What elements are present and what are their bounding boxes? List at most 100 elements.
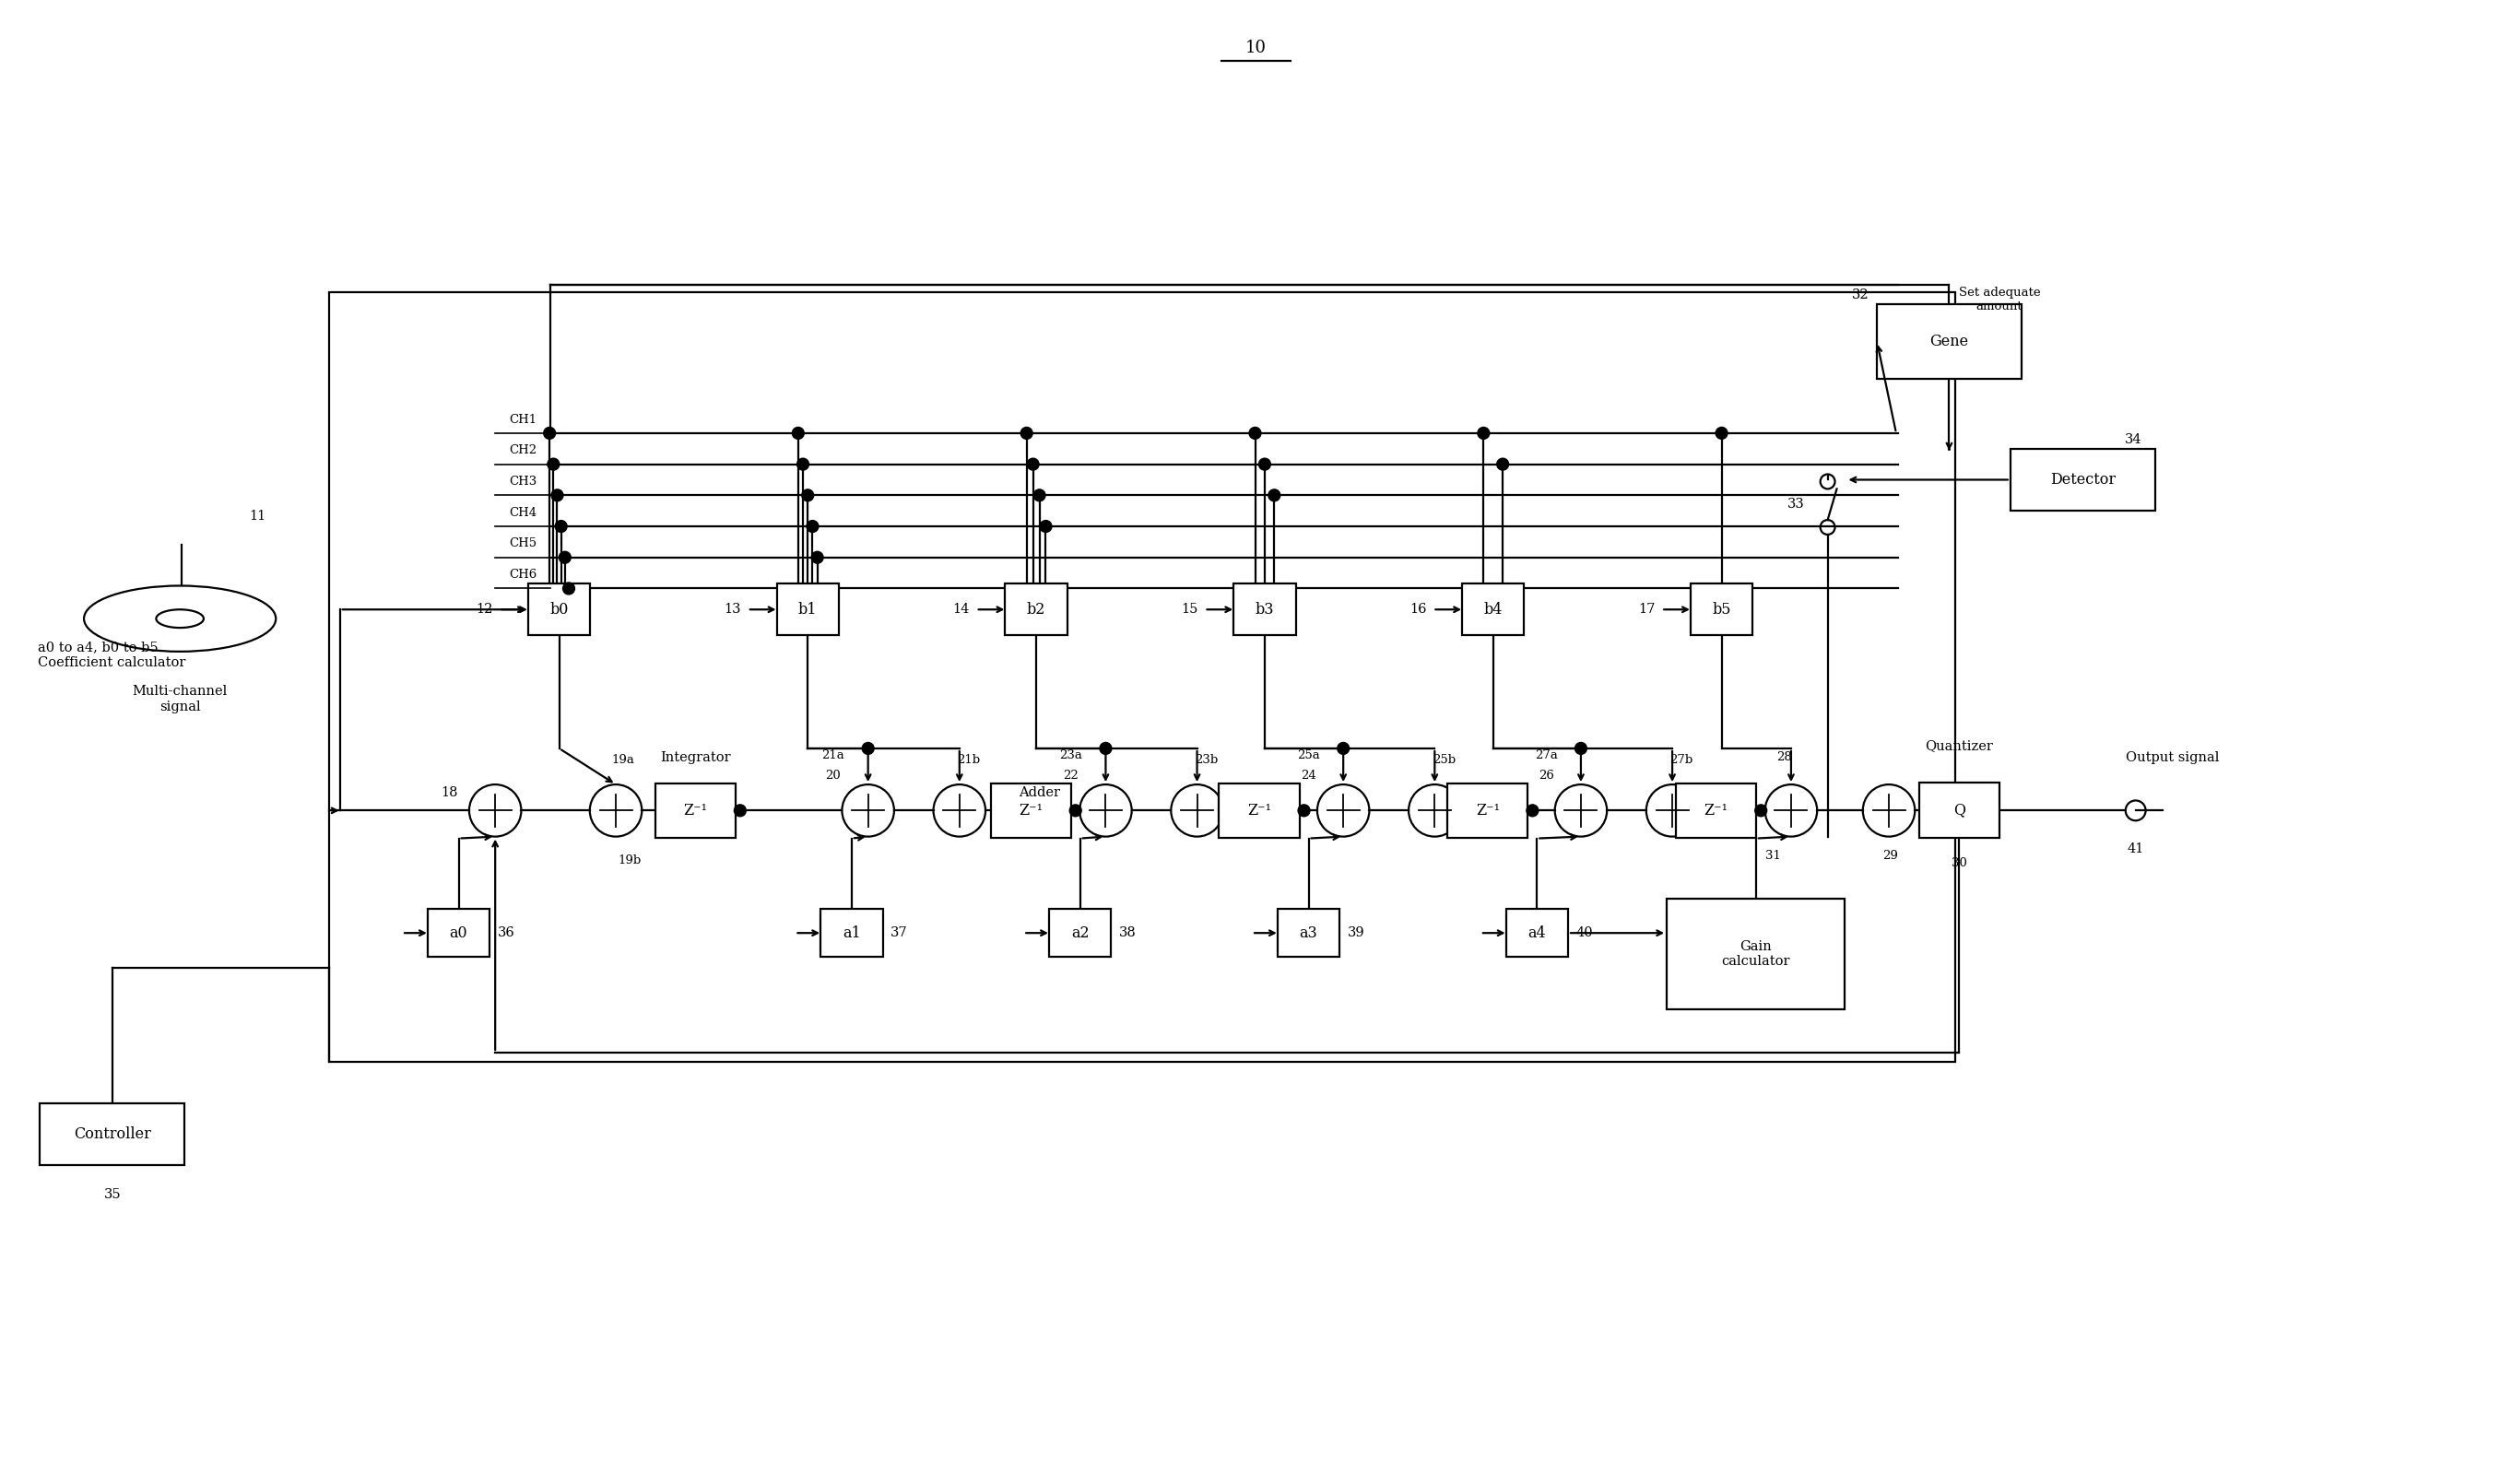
Text: CH2: CH2 bbox=[510, 445, 538, 457]
FancyBboxPatch shape bbox=[1668, 898, 1844, 1009]
FancyBboxPatch shape bbox=[821, 910, 882, 957]
Text: 41: 41 bbox=[2128, 843, 2145, 855]
Text: 23b: 23b bbox=[1196, 754, 1218, 766]
Circle shape bbox=[548, 459, 560, 470]
Text: 25a: 25a bbox=[1296, 749, 1319, 761]
Text: Z⁻¹: Z⁻¹ bbox=[1475, 803, 1500, 818]
Text: CH5: CH5 bbox=[510, 537, 538, 549]
FancyBboxPatch shape bbox=[1462, 583, 1525, 635]
Circle shape bbox=[806, 521, 819, 533]
Text: 21b: 21b bbox=[957, 754, 980, 766]
FancyBboxPatch shape bbox=[776, 583, 839, 635]
Circle shape bbox=[801, 490, 814, 502]
Text: 40: 40 bbox=[1575, 926, 1593, 939]
Text: Detector: Detector bbox=[2050, 472, 2115, 488]
Circle shape bbox=[1716, 427, 1728, 439]
Text: Adder: Adder bbox=[1017, 787, 1060, 798]
Text: CH4: CH4 bbox=[510, 506, 538, 518]
Text: b0: b0 bbox=[550, 601, 568, 617]
Text: Gene: Gene bbox=[1929, 334, 1969, 350]
Circle shape bbox=[555, 521, 568, 533]
Text: 15: 15 bbox=[1181, 603, 1198, 616]
Text: a3: a3 bbox=[1299, 925, 1319, 941]
Text: b5: b5 bbox=[1713, 601, 1731, 617]
Text: 37: 37 bbox=[892, 926, 907, 939]
FancyBboxPatch shape bbox=[1507, 910, 1567, 957]
Text: 26: 26 bbox=[1537, 770, 1555, 782]
Text: 36: 36 bbox=[497, 926, 515, 939]
Text: Output signal: Output signal bbox=[2125, 751, 2218, 764]
Text: 34: 34 bbox=[2125, 433, 2140, 447]
Circle shape bbox=[811, 552, 824, 564]
FancyBboxPatch shape bbox=[990, 784, 1070, 838]
Text: 39: 39 bbox=[1346, 926, 1364, 939]
Text: Quantizer: Quantizer bbox=[1924, 739, 1995, 752]
Circle shape bbox=[1497, 459, 1510, 470]
Text: 33: 33 bbox=[1786, 499, 1804, 510]
Text: CH6: CH6 bbox=[507, 568, 538, 580]
Text: 10: 10 bbox=[1246, 39, 1266, 56]
FancyBboxPatch shape bbox=[1005, 583, 1068, 635]
Text: Set adequate
amount: Set adequate amount bbox=[1959, 286, 2040, 313]
Text: Z⁻¹: Z⁻¹ bbox=[1703, 803, 1728, 818]
Text: a1: a1 bbox=[842, 925, 862, 941]
Text: 16: 16 bbox=[1409, 603, 1427, 616]
Text: 28: 28 bbox=[1776, 751, 1791, 764]
FancyBboxPatch shape bbox=[1218, 784, 1299, 838]
Text: Controller: Controller bbox=[73, 1126, 151, 1141]
Text: a0: a0 bbox=[450, 925, 467, 941]
Text: 24: 24 bbox=[1301, 770, 1316, 782]
Text: Q: Q bbox=[1954, 803, 1964, 818]
Text: 11: 11 bbox=[249, 510, 266, 522]
Circle shape bbox=[1070, 804, 1083, 816]
Circle shape bbox=[543, 427, 555, 439]
Text: 32: 32 bbox=[1851, 289, 1869, 301]
Circle shape bbox=[1336, 742, 1349, 754]
Text: Z⁻¹: Z⁻¹ bbox=[1020, 803, 1042, 818]
Text: 30: 30 bbox=[1952, 858, 1967, 870]
Circle shape bbox=[1032, 490, 1045, 502]
Circle shape bbox=[550, 490, 563, 502]
Circle shape bbox=[1027, 459, 1040, 470]
FancyBboxPatch shape bbox=[1447, 784, 1527, 838]
FancyBboxPatch shape bbox=[528, 583, 590, 635]
Text: a0 to a4, b0 to b5
Coefficient calculator: a0 to a4, b0 to b5 Coefficient calculato… bbox=[38, 641, 186, 669]
Circle shape bbox=[734, 804, 746, 816]
Text: 18: 18 bbox=[442, 787, 457, 798]
Circle shape bbox=[1575, 742, 1588, 754]
Text: Multi-channel
signal: Multi-channel signal bbox=[133, 686, 229, 712]
Circle shape bbox=[1100, 742, 1113, 754]
FancyBboxPatch shape bbox=[1279, 910, 1339, 957]
Circle shape bbox=[1756, 804, 1766, 816]
Text: 20: 20 bbox=[826, 770, 842, 782]
Circle shape bbox=[1269, 490, 1281, 502]
Circle shape bbox=[563, 583, 575, 595]
Circle shape bbox=[1020, 427, 1032, 439]
Circle shape bbox=[1259, 459, 1271, 470]
Circle shape bbox=[1299, 804, 1309, 816]
Text: 22: 22 bbox=[1063, 770, 1078, 782]
Text: 27a: 27a bbox=[1535, 749, 1557, 761]
Text: 35: 35 bbox=[103, 1187, 121, 1201]
Circle shape bbox=[1477, 427, 1490, 439]
Text: 19b: 19b bbox=[618, 855, 641, 867]
FancyBboxPatch shape bbox=[40, 1103, 183, 1165]
Text: Integrator: Integrator bbox=[661, 751, 731, 764]
Text: 12: 12 bbox=[475, 603, 492, 616]
Circle shape bbox=[1527, 804, 1537, 816]
Text: b1: b1 bbox=[799, 601, 816, 617]
Text: b3: b3 bbox=[1256, 601, 1274, 617]
Text: 21a: 21a bbox=[821, 749, 844, 761]
Text: 23a: 23a bbox=[1060, 749, 1083, 761]
Text: 14: 14 bbox=[952, 603, 970, 616]
Text: Gain
calculator: Gain calculator bbox=[1721, 939, 1791, 968]
Circle shape bbox=[796, 459, 809, 470]
FancyBboxPatch shape bbox=[1233, 583, 1296, 635]
Text: CH3: CH3 bbox=[507, 475, 538, 488]
Text: 27b: 27b bbox=[1670, 754, 1693, 766]
Circle shape bbox=[1248, 427, 1261, 439]
Text: Z⁻¹: Z⁻¹ bbox=[1248, 803, 1271, 818]
Circle shape bbox=[560, 552, 570, 564]
Text: 19a: 19a bbox=[610, 754, 636, 766]
Text: Z⁻¹: Z⁻¹ bbox=[683, 803, 708, 818]
